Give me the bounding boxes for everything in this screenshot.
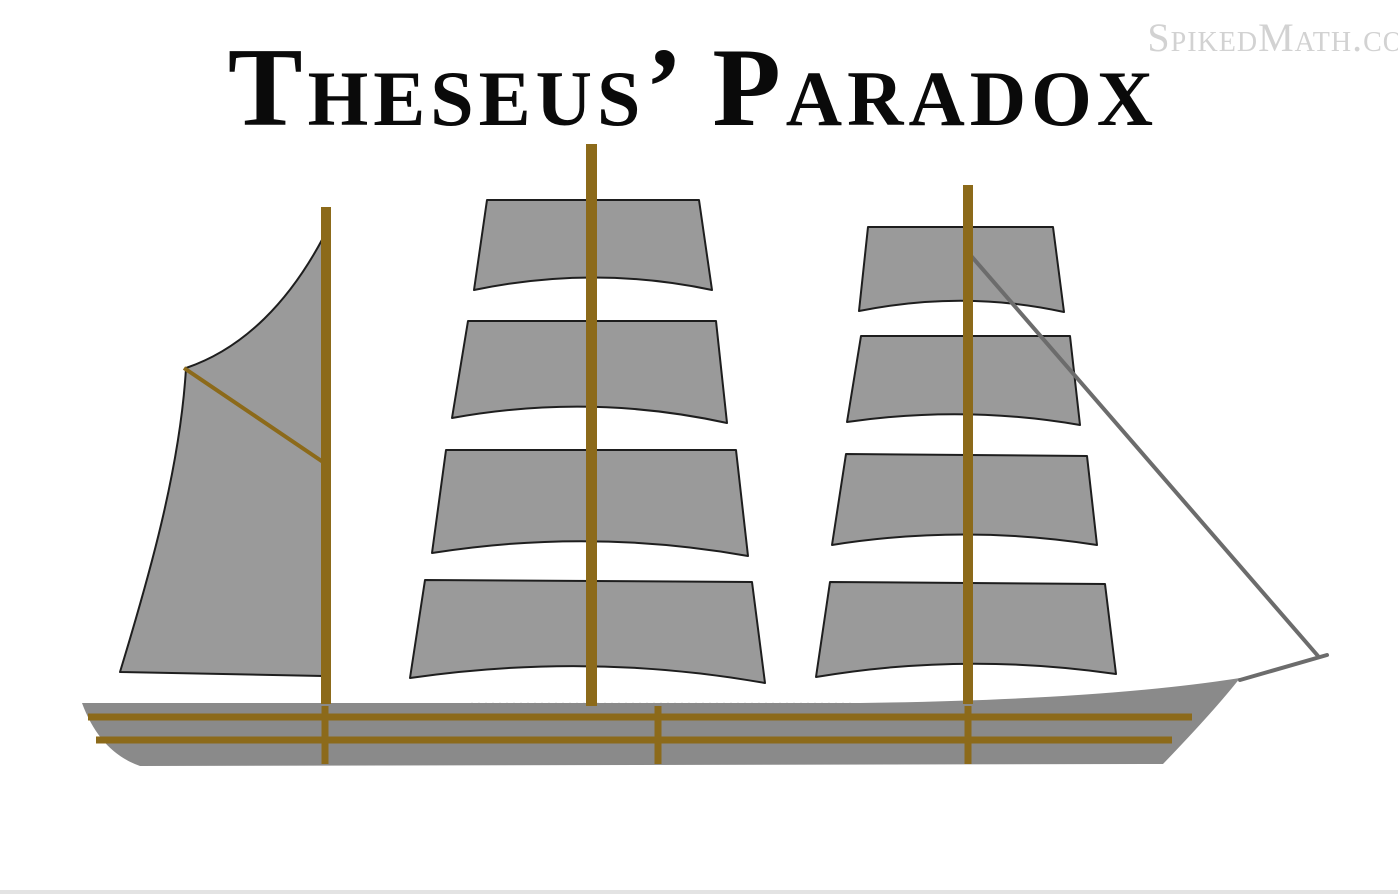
gaff-spar (182, 366, 325, 464)
watermark: SpikedMath.co (1147, 15, 1398, 60)
main-mast (586, 144, 597, 706)
bowsprit (1238, 653, 1329, 682)
page-title: Theseus’ Paradox (227, 26, 1159, 150)
fore-mast (963, 185, 973, 704)
frame-bottom-edge (0, 890, 1398, 894)
gaff-sail (119, 237, 324, 677)
fore-stay (964, 248, 1320, 658)
mizzen-mast (321, 207, 331, 704)
fore-sail-1 (858, 226, 1065, 313)
